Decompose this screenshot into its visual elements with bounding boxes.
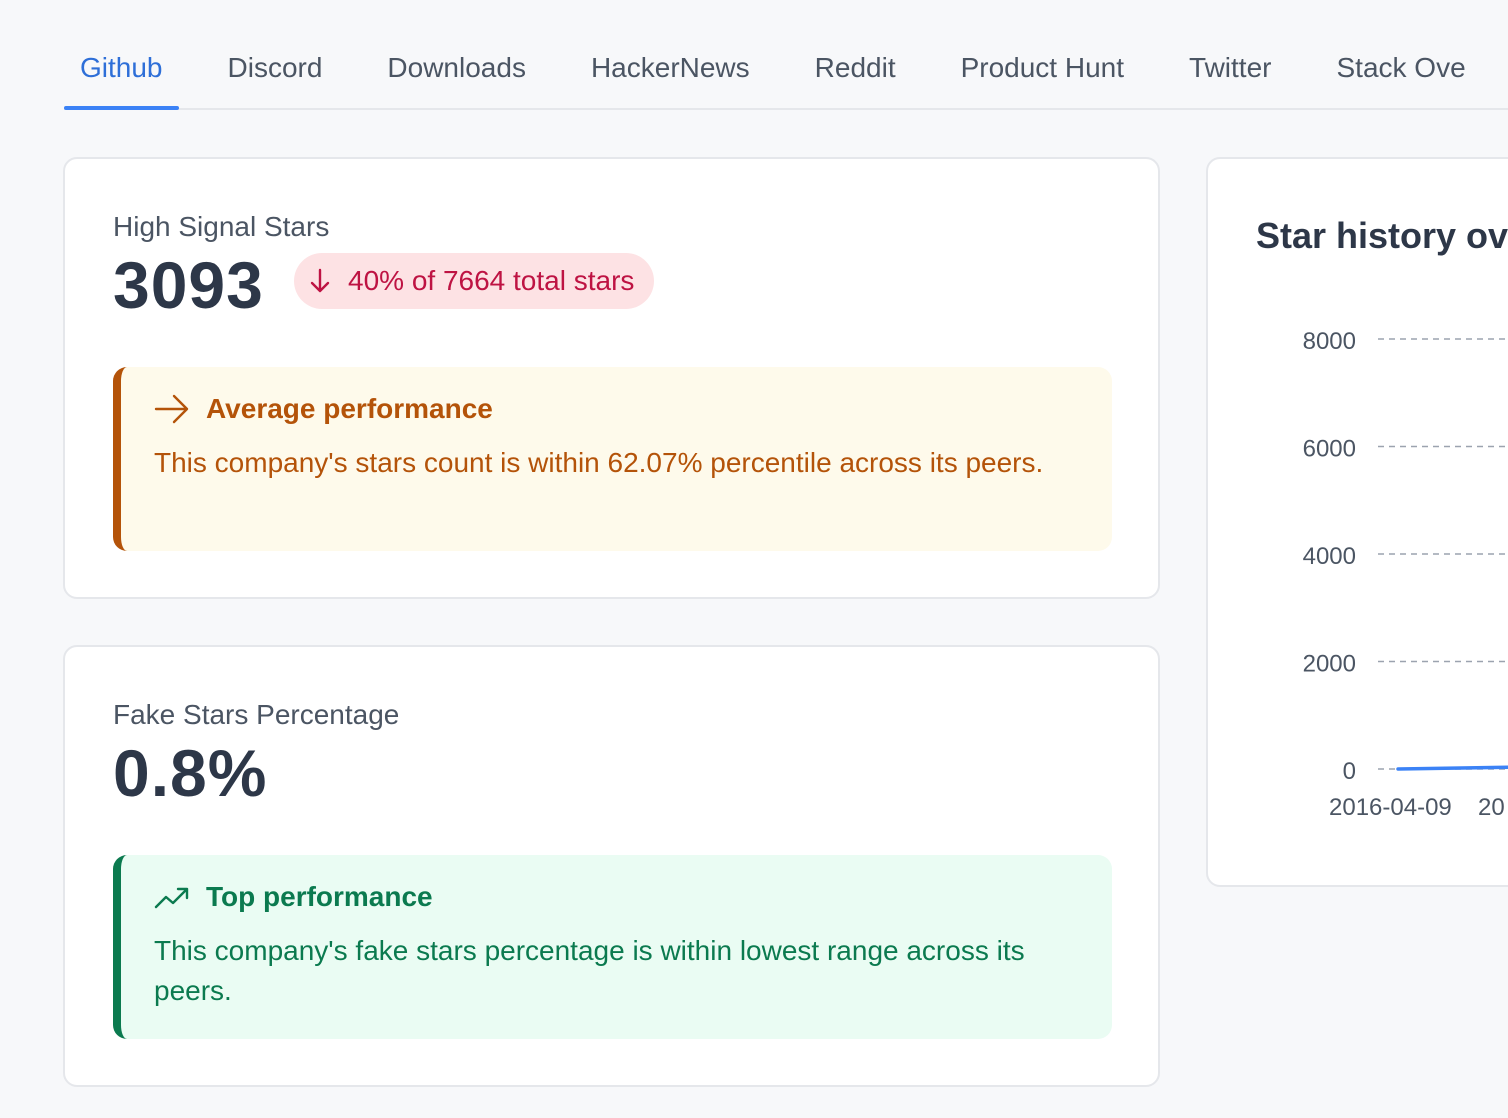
arrow-down-icon bbox=[310, 268, 330, 293]
tab-stack-overflow[interactable]: Stack Ove bbox=[1336, 52, 1466, 83]
x-tick-label: 2016-04-09 bbox=[1329, 794, 1452, 821]
y-tick-label: 8000 bbox=[1303, 328, 1356, 355]
series-line bbox=[1396, 765, 1508, 771]
x-tick-label: 20 bbox=[1478, 794, 1505, 821]
total-stars-badge: 40% of 7664 total stars bbox=[294, 253, 655, 309]
callout-body: This company's fake stars percentage is … bbox=[154, 935, 1025, 1006]
y-tick-label: 2000 bbox=[1303, 651, 1356, 678]
tab-reddit[interactable]: Reddit bbox=[814, 52, 896, 83]
channel-tabs: Github Discord Downloads HackerNews Redd… bbox=[64, 30, 1508, 110]
badge-text: 40% of 7664 total stars bbox=[348, 265, 635, 296]
tab-twitter[interactable]: Twitter bbox=[1189, 52, 1272, 83]
trending-up-icon bbox=[154, 887, 189, 909]
star-history-card: Star history ove 8000 6000 4000 2000 0 2016-0… bbox=[1206, 157, 1508, 887]
metric-value: 3093 bbox=[113, 248, 264, 322]
performance-callout: Top performance This company's fake star… bbox=[113, 855, 1112, 1039]
fake-stars-card: Fake Stars Percentage 0.8% Top performan… bbox=[63, 645, 1160, 1087]
y-tick-label: 6000 bbox=[1303, 436, 1356, 463]
y-tick-label: 4000 bbox=[1303, 543, 1356, 570]
star-history-chart: 8000 6000 4000 2000 0 2016-04-09 20 bbox=[1303, 328, 1508, 821]
high-signal-stars-card: High Signal Stars 3093 40% of 7664 total… bbox=[63, 157, 1160, 599]
y-tick-label: 0 bbox=[1343, 758, 1356, 785]
callout-body: This company's stars count is within 62.… bbox=[154, 447, 1044, 478]
metric-label: Fake Stars Percentage bbox=[113, 699, 400, 730]
callout-title: Top performance bbox=[206, 881, 433, 912]
chart-title: Star history ove bbox=[1256, 215, 1508, 256]
tab-product-hunt[interactable]: Product Hunt bbox=[960, 52, 1125, 83]
tab-github[interactable]: Github bbox=[64, 30, 179, 110]
performance-callout: Average performance This company's stars… bbox=[113, 367, 1112, 551]
tab-discord[interactable]: Discord bbox=[227, 52, 323, 83]
tab-hackernews[interactable]: HackerNews bbox=[590, 52, 750, 83]
metric-label: High Signal Stars bbox=[113, 211, 330, 242]
tab-downloads[interactable]: Downloads bbox=[387, 52, 526, 83]
callout-title: Average performance bbox=[206, 393, 493, 424]
metric-value: 0.8% bbox=[113, 736, 268, 810]
arrow-right-icon bbox=[154, 394, 189, 424]
